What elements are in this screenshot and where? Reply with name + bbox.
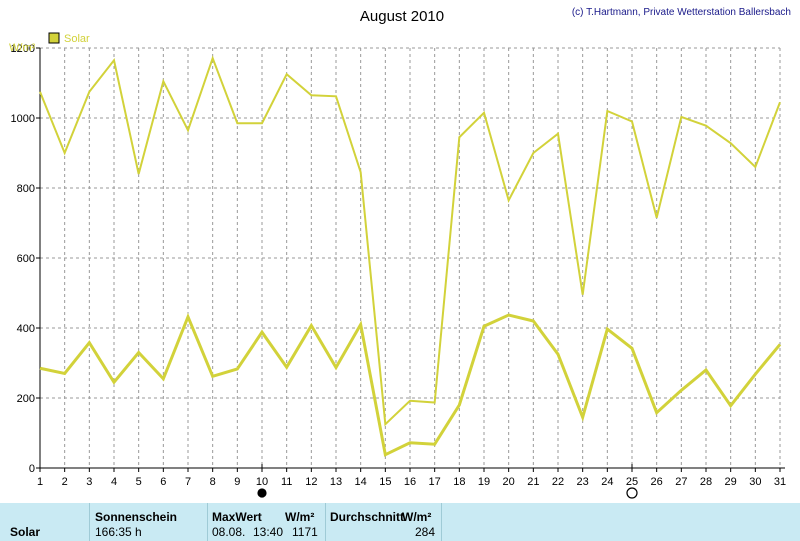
sunshine-cell: Sonnenschein 166:35 h [90,503,208,541]
x-tick-label: 12 [305,476,317,488]
full-moon-icon [626,487,638,499]
avg-value: 284 [414,525,435,539]
summary-footer: Solar Sonnenschein 166:35 h MaxWert W/m²… [0,503,800,541]
max-header: MaxWert [212,510,262,524]
max-value: 1171 [292,525,318,539]
x-tick-label: 19 [478,476,490,488]
x-tick-label: 10 [256,476,268,488]
x-tick-labels: 1 2 3 4 5 6 7 8 9 10 11 12 13 14 15 16 17 18 19 20 21 22 23 24 2… [37,476,786,488]
series-lines [39,55,782,457]
copyright-text: (c) T.Hartmann, Private Wetterstation Ba… [572,7,791,18]
x-tick-label: 2 [62,476,68,488]
footer-row-label: Solar [10,525,41,539]
y-tick-label: 0 [29,463,35,475]
max-unit: W/m² [285,510,315,524]
footer-row-label-cell: Solar [0,503,90,541]
y-tick-label: 600 [17,253,35,265]
x-tick-label: 8 [210,476,216,488]
y-tick-label: 1000 [11,113,35,125]
x-tick-label: 21 [527,476,539,488]
x-tick-label: 3 [86,476,92,488]
x-tick-label: 6 [160,476,166,488]
max-date: 08.08. [212,525,246,539]
legend-swatch [48,32,60,44]
average-cell: Durchschnitt W/m² 284 [326,503,442,541]
x-tick-label: 15 [379,476,391,488]
new-moon-icon [257,488,267,498]
x-tick-label: 9 [234,476,240,488]
x-tick-label: 26 [651,476,663,488]
x-tick-label: 29 [725,476,737,488]
x-tick-label: 11 [281,476,292,488]
max-time: 13:40 [253,525,284,539]
x-tick-label: 7 [185,476,191,488]
x-tick-label: 17 [429,476,441,488]
x-tick-label: 4 [111,476,117,488]
x-tick-label: 16 [404,476,416,488]
x-tick-label: 27 [675,476,687,488]
y-tick-label: 800 [17,183,35,195]
x-tick-label: 14 [355,476,367,488]
y-axis-unit-label: W/m² [9,42,36,54]
avg-unit: W/m² [402,510,432,524]
chart-title: August 2010 [360,8,444,25]
x-tick-label: 20 [503,476,515,488]
sunshine-value: 166:35 h [95,525,142,539]
y-tick-label: 200 [17,393,35,405]
y-tick-label: 400 [17,323,35,335]
y-tick-label: 1200 [11,43,35,55]
x-tick-label: 23 [577,476,589,488]
max-value-cell: MaxWert W/m² 08.08. 13:40 1171 [208,503,326,541]
x-tick-label: 28 [700,476,712,488]
x-tick-label: 25 [626,476,638,488]
moon-phase-markers [257,464,638,499]
sunshine-header: Sonnenschein [95,510,178,524]
avg-header: Durchschnitt [330,510,405,524]
y-tick-labels: 0 200 400 600 800 1000 1200 [11,43,35,475]
legend: Solar [48,32,90,45]
x-tick-label: 30 [749,476,761,488]
series-line-max [39,55,781,427]
gridlines [40,47,781,468]
x-tick-label: 13 [330,476,342,488]
legend-label: Solar [64,33,90,45]
x-tick-label: 31 [774,476,786,488]
x-tick-label: 18 [453,476,465,488]
x-tick-label: 24 [601,476,613,488]
x-tick-label: 22 [552,476,564,488]
x-tick-label: 1 [37,476,43,488]
series-line-average [39,312,782,457]
x-tick-label: 5 [136,476,142,488]
